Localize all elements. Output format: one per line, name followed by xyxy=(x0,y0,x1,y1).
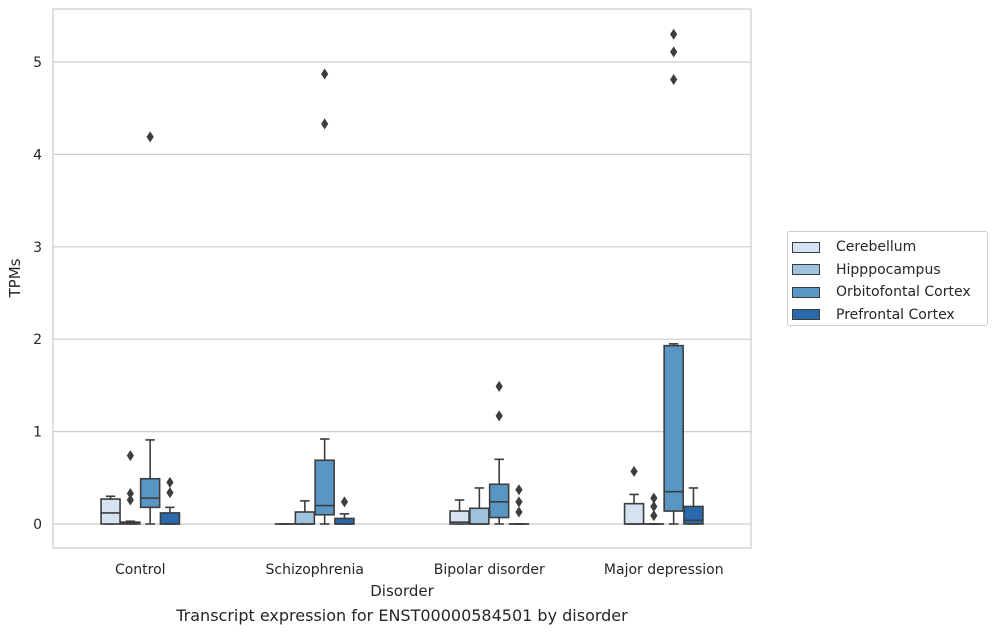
box xyxy=(159,512,181,525)
legend-swatch xyxy=(792,241,820,253)
outlier-point xyxy=(126,488,134,500)
outlier-point xyxy=(650,492,658,504)
box xyxy=(334,517,355,525)
y-tick-label: 3 xyxy=(33,240,42,256)
outlier-point xyxy=(495,410,503,422)
legend-label: Prefrontal Cortex xyxy=(836,306,955,323)
x-tick-label: Control xyxy=(115,562,166,578)
outlier-point xyxy=(321,68,329,80)
outlier-point xyxy=(515,484,523,496)
legend-item: Hipppocampus xyxy=(792,259,987,282)
outlier-point xyxy=(650,500,658,512)
outlier-point xyxy=(166,476,174,488)
box xyxy=(449,510,470,525)
series-group xyxy=(139,28,684,525)
x-tick-label: Schizophrenia xyxy=(266,562,364,578)
outlier-point xyxy=(126,494,134,506)
box xyxy=(683,505,704,525)
outlier-point xyxy=(340,496,349,508)
outlier-point xyxy=(146,131,154,143)
outlier-point xyxy=(630,465,638,477)
x-tick-label: Bipolar disorder xyxy=(434,562,545,578)
box xyxy=(294,511,316,525)
outlier-point xyxy=(650,510,658,522)
legend-swatch xyxy=(792,264,820,276)
legend: Cerebellum Hipppocampus Orbitofontal Corte… xyxy=(787,231,988,326)
outlier-point xyxy=(670,74,678,86)
box xyxy=(488,483,510,519)
series-group xyxy=(100,465,645,525)
x-axis-title: Disorder xyxy=(370,582,434,600)
x-axis-ticks: Control Schizophrenia Bipolar disorder Majo… xyxy=(115,562,724,578)
y-axis-title: TPMs xyxy=(6,258,24,298)
series-group xyxy=(120,450,665,525)
legend-label: Orbitofontal Cortex xyxy=(836,284,971,301)
outlier-point xyxy=(670,28,678,40)
outlier-point xyxy=(515,496,523,508)
outlier-point xyxy=(495,380,503,392)
outlier-point xyxy=(515,506,523,518)
legend-item: Cerebellum xyxy=(792,236,987,259)
legend-item: Prefrontal Cortex xyxy=(792,304,987,327)
box xyxy=(314,459,335,516)
x-tick-label: Major depression xyxy=(604,562,724,578)
legend-item: Orbitofontal Cortex xyxy=(792,281,987,304)
box xyxy=(139,477,161,509)
outlier-point xyxy=(166,487,174,499)
y-tick-label: 2 xyxy=(33,332,42,348)
plot-area xyxy=(52,8,752,549)
y-tick-label: 1 xyxy=(33,425,42,441)
y-tick-label: 4 xyxy=(33,147,42,163)
legend-label: Cerebellum xyxy=(836,239,917,256)
box xyxy=(469,507,490,525)
y-tick-label: 5 xyxy=(33,55,42,71)
series-group xyxy=(159,476,704,525)
outlier-point xyxy=(670,46,678,58)
legend-swatch xyxy=(792,286,820,298)
box xyxy=(663,344,684,512)
box xyxy=(623,502,645,525)
y-axis-ticks: 0 1 2 3 4 5 xyxy=(33,55,42,533)
legend-label: Hipppocampus xyxy=(836,261,941,278)
box-series xyxy=(100,28,704,525)
chart-title: Transcript expression for ENST0000058450… xyxy=(176,606,628,625)
box xyxy=(100,498,121,525)
y-tick-label: 0 xyxy=(33,517,42,533)
outlier-point xyxy=(321,118,329,130)
outlier-point xyxy=(126,450,134,462)
legend-swatch xyxy=(792,309,820,321)
